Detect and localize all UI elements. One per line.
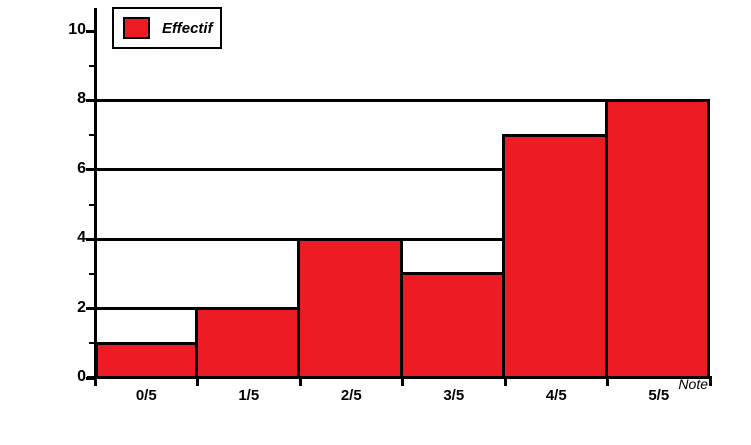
y-major-tick — [86, 29, 95, 33]
x-tick-label: 1/5 — [238, 387, 260, 404]
bar-2/5 — [297, 237, 403, 379]
gridline — [95, 237, 710, 241]
x-tick-label: 3/5 — [443, 387, 465, 404]
y-tick-label: 4 — [77, 229, 86, 247]
y-minor-tick — [89, 272, 95, 275]
x-tick — [708, 376, 712, 386]
y-major-tick — [86, 237, 95, 241]
x-tick-label: 5/5 — [648, 387, 670, 404]
y-tick-label: 6 — [77, 159, 86, 177]
bar-0/5 — [95, 341, 198, 379]
bar-3/5 — [399, 272, 505, 379]
legend-label: Effectif — [162, 19, 213, 37]
y-axis-line — [93, 8, 97, 379]
x-tick-label: 0/5 — [135, 387, 157, 404]
y-tick-label: 10 — [68, 21, 86, 38]
legend-box: Effectif — [112, 7, 222, 49]
y-major-tick — [86, 376, 95, 380]
y-minor-tick — [89, 134, 95, 137]
y-tick-label: 8 — [77, 90, 86, 108]
y-major-tick — [86, 168, 95, 172]
x-tick — [196, 376, 199, 386]
x-tick-label: 2/5 — [340, 387, 362, 404]
y-minor-tick — [89, 342, 95, 345]
gridline — [95, 168, 710, 172]
x-tick — [606, 376, 609, 386]
y-major-tick — [86, 307, 95, 311]
x-tick — [503, 376, 507, 386]
x-axis-line — [87, 376, 712, 379]
x-tick — [298, 376, 302, 386]
bar-4/5 — [502, 133, 608, 379]
y-minor-tick — [89, 64, 95, 67]
y-major-tick — [86, 98, 95, 102]
y-minor-tick — [89, 203, 95, 206]
bar-1/5 — [194, 307, 300, 379]
gridline — [95, 98, 710, 102]
y-tick-label: 0 — [77, 368, 86, 385]
bar-5/5 — [604, 98, 710, 379]
x-tick-label: 4/5 — [545, 387, 567, 404]
x-tick — [93, 376, 97, 386]
legend-color-swatch — [123, 17, 150, 39]
y-tick-label: 2 — [77, 298, 86, 316]
x-axis-title: Note — [678, 376, 708, 392]
x-tick — [401, 376, 404, 386]
